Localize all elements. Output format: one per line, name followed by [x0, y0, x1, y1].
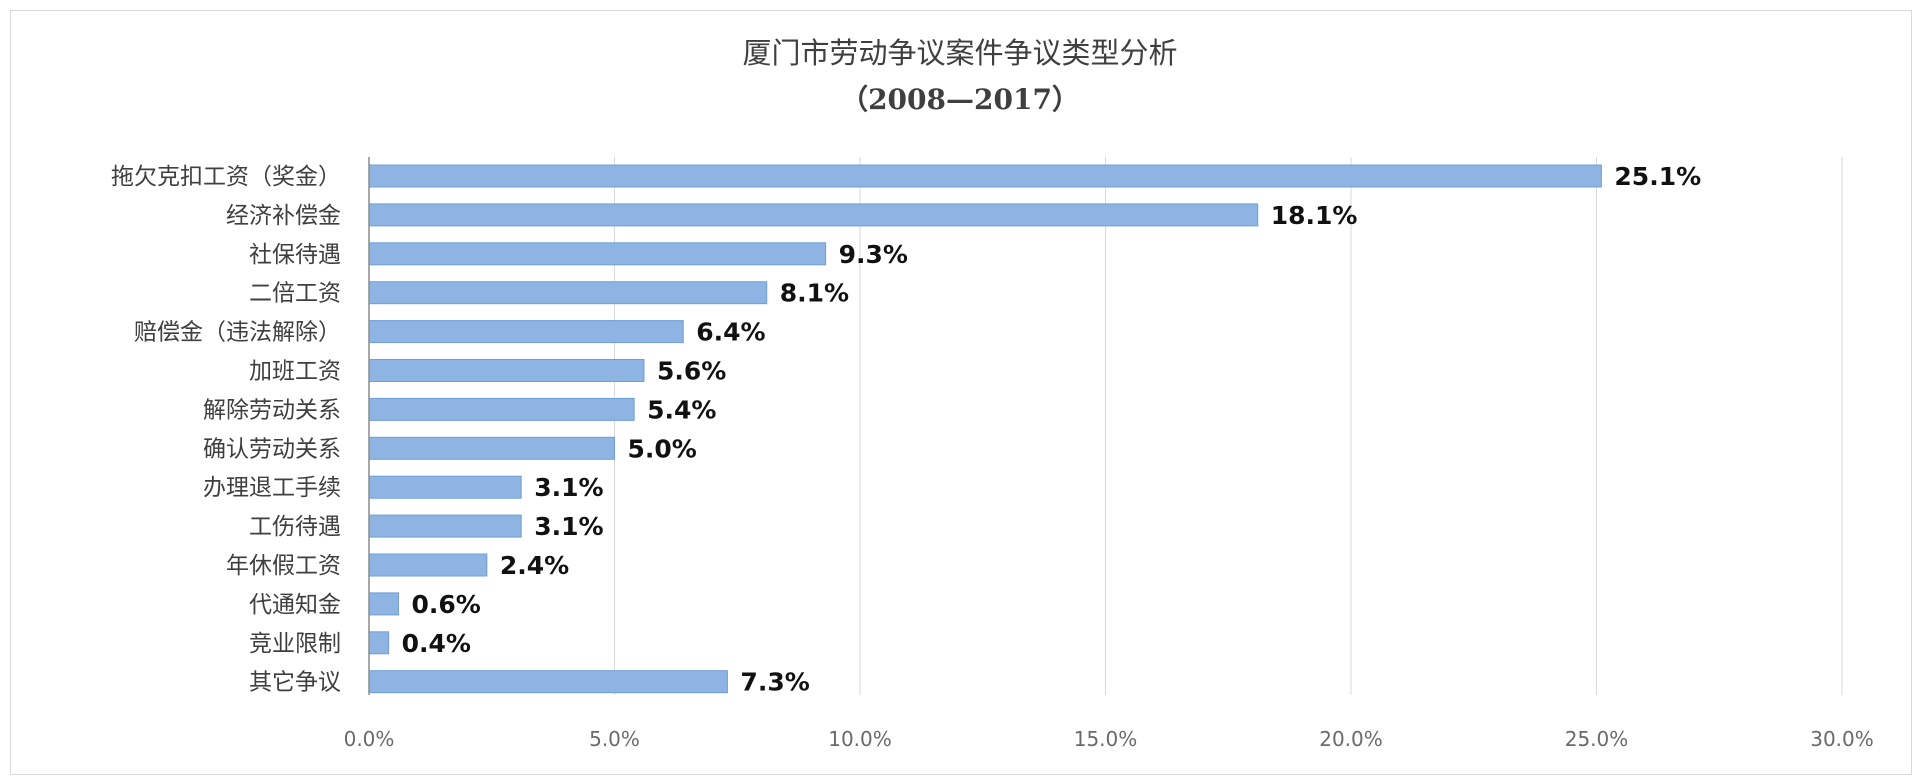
bar [368, 242, 827, 266]
gridlines [614, 157, 1843, 695]
chart-title: 厦门市劳动争议案件争议类型分析 [742, 36, 1178, 70]
bar [368, 553, 488, 577]
category-label: 赔偿金（违法解除） [134, 320, 341, 346]
bar [368, 164, 1602, 188]
bar [368, 592, 399, 616]
value-label: 18.1% [1271, 201, 1358, 230]
value-label: 0.4% [402, 629, 471, 658]
x-tick-label: 10.0% [828, 727, 892, 751]
category-label: 二倍工资 [249, 281, 341, 307]
bar [368, 359, 645, 382]
bar [368, 203, 1259, 227]
category-label: 竞业限制 [249, 631, 341, 657]
value-labels: 25.1% 18.1% 9.3% 8.1% 6.4% 5.6% 5.4% 5.0% 3.1% 3.… [402, 162, 1702, 697]
category-label: 年休假工资 [226, 553, 341, 579]
x-tick-label: 25.0% [1565, 727, 1629, 751]
value-label: 6.4% [696, 318, 765, 347]
category-label: 确认劳动关系 [203, 436, 341, 462]
x-tick-label: 30.0% [1810, 727, 1874, 751]
value-label: 3.1% [534, 473, 603, 502]
value-label: 3.1% [534, 512, 603, 541]
bar [368, 631, 390, 655]
bar [368, 670, 728, 694]
chart-frame [10, 10, 1912, 775]
x-tick-label: 20.0% [1319, 727, 1383, 751]
bar [368, 514, 522, 538]
chart-subtitle: （2008—2017） [840, 83, 1080, 116]
x-tick-label: 0.0% [344, 727, 395, 751]
category-label: 办理退工手续 [203, 475, 341, 501]
value-label: 5.4% [647, 395, 716, 424]
x-tick-label: 5.0% [589, 727, 640, 751]
category-label: 代通知金 [249, 592, 341, 618]
value-label: 9.3% [839, 240, 908, 269]
category-label: 其它争议 [249, 670, 341, 696]
value-label: 25.1% [1614, 162, 1701, 191]
value-label: 5.0% [628, 434, 697, 463]
value-label: 2.4% [500, 551, 569, 580]
category-label: 工伤待遇 [249, 514, 341, 540]
value-label: 7.3% [740, 668, 809, 697]
x-tick-label: 15.0% [1074, 727, 1138, 751]
category-label: 解除劳动关系 [203, 397, 341, 423]
value-label: 0.6% [411, 590, 480, 619]
category-label: 拖欠克扣工资（奖金） [111, 164, 341, 190]
bar [368, 320, 684, 344]
bar [368, 436, 615, 460]
bar [368, 281, 768, 305]
value-label: 5.6% [657, 357, 726, 386]
category-label: 加班工资 [249, 359, 341, 385]
category-label: 经济补偿金 [226, 203, 341, 229]
bar [368, 397, 635, 421]
x-axis-tick-labels: 0.0% 5.0% 10.0% 15.0% 20.0% 25.0% 30.0% [344, 727, 1874, 751]
category-label: 社保待遇 [249, 242, 341, 268]
value-label: 8.1% [780, 279, 849, 308]
bars [368, 164, 1602, 694]
bar [368, 475, 522, 499]
